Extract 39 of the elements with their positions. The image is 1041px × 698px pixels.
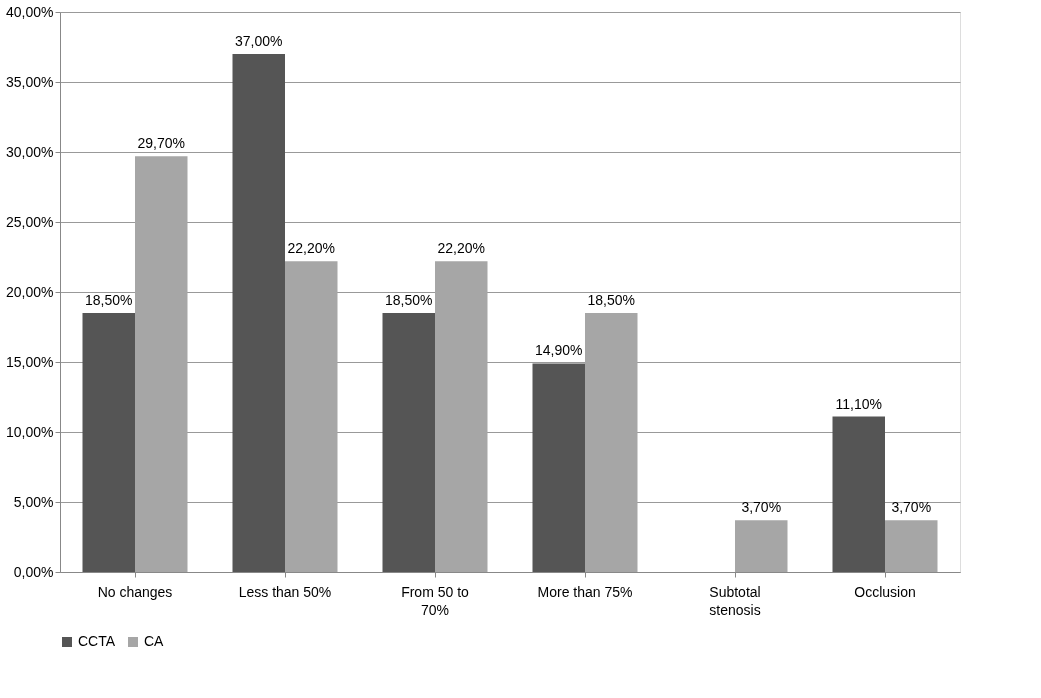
bar — [232, 54, 285, 572]
y-tick-label: 5,00% — [13, 493, 54, 510]
bar — [832, 416, 885, 572]
x-tick-label: From 50 to 70% — [401, 583, 470, 618]
y-tick-label: 30,00% — [6, 143, 54, 160]
legend-label: CCTA — [78, 633, 116, 649]
data-label: 18,50% — [385, 292, 433, 308]
bar — [532, 363, 585, 572]
y-tick-label: 0,00% — [13, 563, 54, 580]
x-tick-label: More than 75% — [537, 583, 633, 600]
data-label: 3,70% — [741, 499, 782, 516]
y-tick-label: 10,00% — [6, 423, 54, 440]
y-tick-label: 35,00% — [6, 73, 54, 90]
y-tick-label: 40,00% — [6, 3, 54, 20]
legend-label: CA — [144, 633, 165, 649]
y-tick-label: 20,00% — [6, 283, 54, 300]
bar — [435, 261, 488, 572]
data-label: 29,70% — [137, 135, 185, 152]
x-tick-label: Occlusion — [854, 583, 916, 600]
x-tick-label: Less than 50% — [238, 583, 332, 600]
data-label: 22,20% — [437, 240, 485, 257]
y-tick-label: 25,00% — [6, 213, 54, 230]
bar — [285, 261, 338, 572]
bar — [82, 313, 135, 572]
data-label: 14,90% — [535, 342, 583, 359]
data-label: 22,20% — [287, 240, 335, 257]
data-label: 11,10% — [835, 395, 882, 412]
data-label: 37,00% — [235, 33, 283, 49]
bar — [585, 313, 638, 572]
data-label: 18,50% — [85, 292, 133, 308]
y-tick-label: 15,00% — [6, 353, 54, 370]
data-label: 18,50% — [587, 292, 635, 308]
bar — [885, 520, 938, 572]
bar — [382, 313, 435, 572]
x-tick-label: Subtotal stenosis — [709, 583, 761, 618]
bar — [135, 156, 188, 572]
x-tick-label: No changes — [97, 583, 173, 600]
bar — [735, 520, 788, 572]
data-label: 3,70% — [891, 499, 932, 516]
